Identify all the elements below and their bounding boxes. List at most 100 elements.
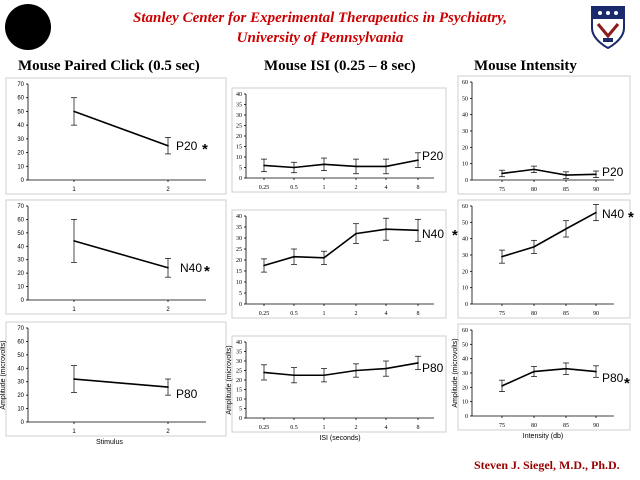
chart-isi-n40: 0 5 10 15 20 25 30 35 40 0.25 0.5 1 2 4 8 N40 * <box>231 209 458 319</box>
significance-asterisk: * <box>202 141 208 158</box>
series-line <box>263 362 419 377</box>
data-point <box>501 172 503 175</box>
series-line <box>501 367 597 387</box>
x-tick-label: 0.5 <box>290 425 298 431</box>
data-point <box>565 228 567 230</box>
data-point <box>73 378 75 380</box>
chart-paired-click-n40: 0 10 20 30 40 50 60 70 1 2 N40 * <box>5 199 227 315</box>
y-tick-label: 10 <box>462 400 468 406</box>
y-tick-label: 50 <box>462 342 468 348</box>
chart-frame <box>231 335 447 433</box>
y-tick-label: 40 <box>236 92 242 98</box>
x-tick-label: 80 <box>531 311 537 317</box>
x-tick-label: 90 <box>593 311 599 317</box>
y-tick-label: 60 <box>17 217 24 223</box>
y-tick-label: 70 <box>17 326 24 332</box>
x-tick-label: 1 <box>323 425 326 431</box>
data-point <box>73 240 75 242</box>
y-tick-label: 30 <box>236 359 242 365</box>
x-tick-label: 4 <box>385 425 388 431</box>
x-axis-label: Stimulus <box>96 439 123 446</box>
university-shield-icon <box>591 6 625 50</box>
y-tick-label: 40 <box>462 357 468 363</box>
y-tick-label: 25 <box>236 369 242 375</box>
page-title: Stanley Center for Experimental Therapeu… <box>132 10 508 26</box>
x-tick-label: 4 <box>385 311 388 317</box>
series-line <box>501 168 597 176</box>
y-tick-label: 50 <box>462 96 468 102</box>
data-point <box>533 370 535 373</box>
x-tick-label: 4 <box>385 185 388 191</box>
y-axis-label: Amplitude (microvolts) <box>226 345 233 414</box>
data-point <box>565 174 567 176</box>
y-tick-label: 60 <box>462 80 468 86</box>
x-axis-label: Intensity (db) <box>523 433 563 440</box>
y-tick-label: 60 <box>462 328 468 334</box>
series-line <box>73 240 169 269</box>
x-tick-label: 1 <box>72 429 76 435</box>
data-point <box>595 370 597 373</box>
chart-frame <box>457 199 631 319</box>
significance-asterisk: * <box>624 375 630 392</box>
data-point <box>533 168 535 171</box>
component-label: N40 <box>422 227 444 241</box>
x-tick-label: 85 <box>563 187 569 193</box>
data-point <box>293 166 295 169</box>
significance-asterisk: * <box>452 227 458 244</box>
y-tick-label: 30 <box>462 129 468 135</box>
y-tick-label: 30 <box>17 380 24 386</box>
y-tick-label: 15 <box>236 388 242 394</box>
data-point <box>167 144 169 147</box>
chart-frame <box>5 77 227 195</box>
x-tick-label: 1 <box>323 185 326 191</box>
y-tick-label: 10 <box>462 286 468 292</box>
column-title-isi: Mouse ISI (0.25 – 8 sec) <box>264 58 416 74</box>
data-point <box>167 266 169 269</box>
y-tick-label: 10 <box>17 164 24 170</box>
y-tick-label: 20 <box>236 258 242 264</box>
series-line <box>501 211 597 258</box>
x-tick-label: 1 <box>323 311 326 317</box>
x-tick-label: 2 <box>355 185 358 191</box>
y-tick-label: 0 <box>239 416 242 422</box>
y-tick-label: 15 <box>236 269 242 275</box>
y-tick-label: 20 <box>462 269 468 275</box>
y-tick-label: 40 <box>462 237 468 243</box>
y-tick-label: 10 <box>236 155 242 161</box>
component-label: P20 <box>422 149 444 163</box>
data-point <box>533 246 535 248</box>
x-tick-label: 0.25 <box>259 185 270 191</box>
data-point <box>167 386 169 388</box>
x-axis-label: ISI (seconds) <box>319 435 360 442</box>
data-point <box>565 367 567 370</box>
x-tick-label: 2 <box>166 187 170 193</box>
data-point <box>323 374 325 377</box>
x-tick-label: 2 <box>166 429 170 435</box>
y-tick-label: 10 <box>17 285 24 291</box>
y-tick-label: 30 <box>462 371 468 377</box>
x-tick-label: 8 <box>417 185 420 191</box>
column-title-paired-click: Mouse Paired Click (0.5 sec) <box>18 58 200 74</box>
x-tick-label: 0.25 <box>259 425 270 431</box>
y-tick-label: 0 <box>21 298 25 304</box>
y-tick-label: 20 <box>462 145 468 151</box>
x-tick-label: 0.5 <box>290 185 298 191</box>
y-tick-label: 0 <box>21 178 25 184</box>
series-line <box>73 378 169 388</box>
y-tick-label: 20 <box>236 134 242 140</box>
chart-isi-p80: 0 5 10 15 20 25 30 35 40 0.25 0.5 1 2 4 8 P80 Amplitude … <box>226 335 447 442</box>
y-tick-label: 15 <box>236 145 242 151</box>
y-tick-label: 50 <box>462 220 468 226</box>
x-tick-label: 2 <box>355 425 358 431</box>
y-tick-label: 35 <box>236 225 242 231</box>
y-tick-label: 50 <box>17 109 24 115</box>
x-tick-label: 8 <box>417 311 420 317</box>
y-tick-label: 10 <box>236 397 242 403</box>
y-tick-label: 30 <box>462 253 468 259</box>
series-line <box>73 110 169 147</box>
data-point <box>417 362 419 364</box>
y-tick-label: 40 <box>17 123 24 129</box>
chart-intensity-p20: 0 10 20 30 40 50 60 75 80 85 90 P20 <box>457 75 631 195</box>
x-tick-label: 85 <box>563 311 569 317</box>
x-tick-label: 90 <box>593 187 599 193</box>
